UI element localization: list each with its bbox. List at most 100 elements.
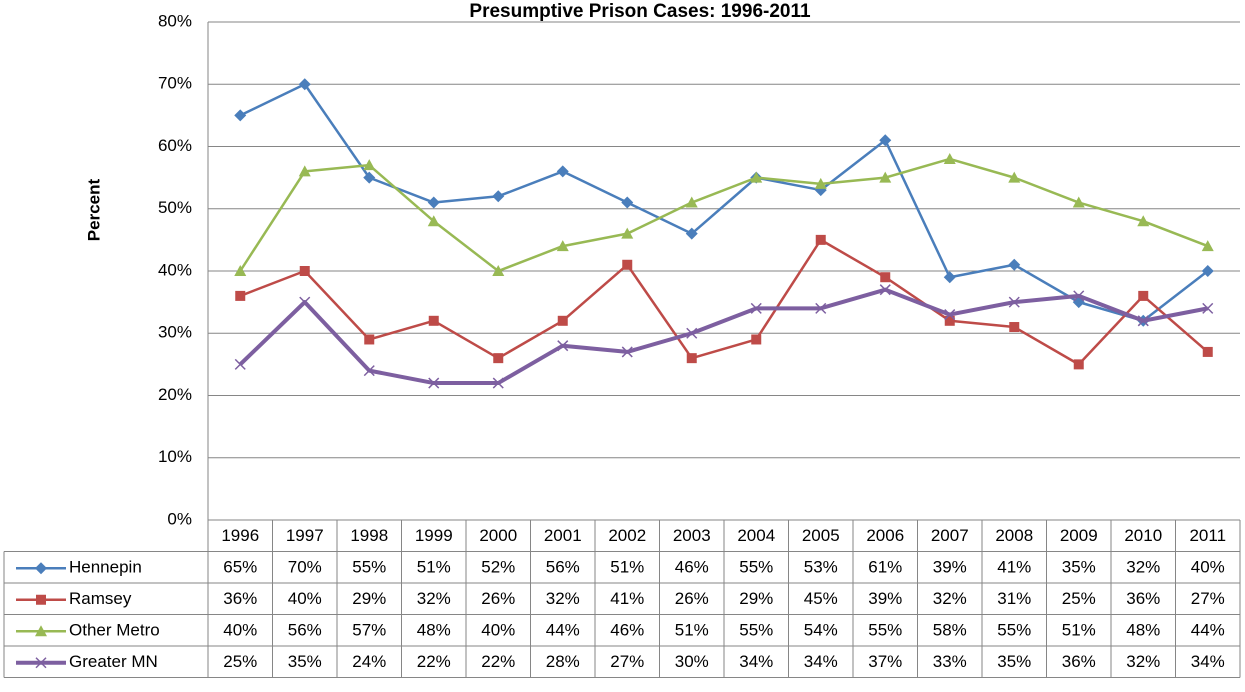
table-value: 36% [1062,652,1096,671]
table-value: 56% [288,621,322,640]
point-marker [814,177,827,189]
point-marker [944,309,956,321]
table-value: 33% [933,652,967,671]
table-value: 25% [223,652,257,671]
y-axis-label: Percent [84,178,103,241]
point-marker [879,134,892,147]
y-tick-label: 20% [158,385,192,404]
legend-marker [35,562,47,575]
table-value: 35% [1062,558,1096,577]
series-line [238,287,1209,386]
table-value: 39% [868,589,902,608]
point-marker [427,215,440,227]
table-value: 36% [1126,589,1160,608]
table-value: 46% [610,621,644,640]
table-value: 31% [997,589,1031,608]
x-tick-label: 2010 [1124,526,1162,545]
point-marker [1008,296,1020,308]
point-marker [492,265,505,276]
point-marker [1202,302,1214,314]
x-tick-label: 1998 [350,526,388,545]
table-value: 40% [223,621,257,640]
table-value: 70% [288,558,322,577]
x-tick-label: 2001 [544,526,582,545]
table-value: 41% [610,589,644,608]
point-marker [943,152,956,164]
table-value: 57% [352,621,386,640]
table-value: 35% [288,652,322,671]
table-value: 58% [933,621,967,640]
point-marker [363,365,375,377]
x-tick-label: 2000 [479,526,517,545]
point-marker [621,346,633,358]
table-value: 46% [675,558,709,577]
point-marker [492,190,505,203]
point-marker [1072,196,1085,208]
point-marker [493,353,504,364]
table-value: 32% [417,589,451,608]
legend-marker [36,594,46,605]
point-marker [879,171,892,183]
y-tick-label: 10% [158,447,192,466]
table-value: 55% [997,621,1031,640]
table-value: 35% [997,652,1031,671]
y-tick-label: 40% [158,260,192,279]
table-value: 22% [481,652,515,671]
point-marker [298,78,311,91]
table-value: 22% [417,652,451,671]
table-value: 27% [610,652,644,671]
x-tick-label: 1999 [415,526,453,545]
x-tick-label: 2007 [931,526,969,545]
table-value: 34% [804,652,838,671]
point-marker [815,234,826,245]
table-value: 25% [1062,589,1096,608]
table-value: 30% [675,652,709,671]
point-marker [363,171,376,184]
series-line [239,83,1209,323]
series-line [239,157,1209,273]
point-marker [685,227,698,240]
y-tick-label: 30% [158,323,192,342]
table-value: 27% [1191,589,1225,608]
point-marker [557,340,569,352]
x-tick-label: 1997 [286,526,324,545]
y-tick-label: 60% [158,136,192,155]
point-marker [1202,346,1213,357]
point-marker [363,159,376,171]
table-value: 40% [288,589,322,608]
point-marker [686,353,697,364]
table-value: 28% [546,652,580,671]
table-value: 29% [739,589,773,608]
point-marker [750,171,763,183]
table-value: 51% [1062,621,1096,640]
point-marker [879,284,891,296]
table-value: 56% [546,558,580,577]
table-value: 36% [223,589,257,608]
table-value: 37% [868,652,902,671]
table-value: 44% [546,621,580,640]
point-marker [299,266,310,276]
table-value: 32% [1126,558,1160,577]
x-tick-label: 2003 [673,526,711,545]
point-marker [428,315,439,326]
point-marker [685,196,698,208]
point-marker [621,227,634,239]
table-value: 24% [352,652,386,671]
table-value: 44% [1191,621,1225,640]
point-marker [1137,315,1149,327]
table-value: 53% [804,558,838,577]
point-marker [1073,290,1085,302]
table-value: 39% [933,558,967,577]
legend-label: Ramsey [69,589,132,608]
table-value: 26% [481,589,515,608]
point-marker [1008,258,1021,271]
point-marker [428,377,440,389]
y-tick-label: 0% [167,509,192,528]
legend-label: Hennepin [69,558,142,577]
point-marker [234,265,247,276]
point-marker [234,358,246,370]
x-tick-label: 1996 [221,526,259,545]
table-value: 61% [868,558,902,577]
point-marker [751,334,762,345]
